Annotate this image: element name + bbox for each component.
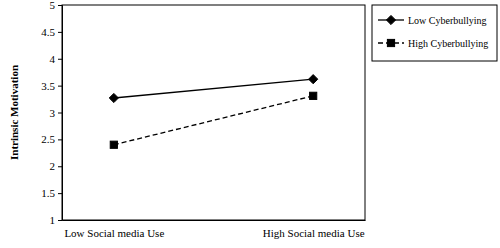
y-tick-mark	[58, 32, 62, 33]
legend-label: Low Cyberbullying	[408, 15, 487, 26]
y-tick: 2	[50, 160, 63, 172]
y-tick: 3.5	[41, 80, 62, 92]
y-tick-mark	[58, 166, 62, 167]
y-axis-line	[58, 6, 63, 221]
legend-label: High Cyberbullying	[408, 38, 488, 49]
y-tick: 4	[50, 53, 63, 65]
x-tick: Low Social media Use	[64, 220, 164, 239]
y-tick-mark	[58, 139, 62, 140]
y-tick-label: 2	[50, 160, 56, 172]
y-tick-label: 4	[50, 53, 56, 65]
y-tick-label: 1.5	[41, 187, 55, 199]
y-axis-title: Intrinsic Motivation	[8, 65, 20, 160]
x-axis-line	[63, 220, 366, 221]
y-tick-label: 5	[50, 0, 56, 11]
legend-marker	[386, 15, 395, 24]
legend-box	[372, 5, 497, 61]
y-tick: 1	[50, 214, 63, 226]
y-tick-mark	[58, 113, 62, 114]
y-tick-mark	[58, 5, 62, 6]
y-tick: 2.5	[41, 133, 62, 145]
legend: Low Cyberbullying High Cyberbullying	[372, 5, 497, 61]
y-tick: 5	[50, 0, 63, 11]
x-axis: Low Social media Use High Social media Us…	[63, 220, 366, 239]
y-tick-label: 3.5	[41, 80, 55, 92]
y-tick-label: 4.5	[41, 26, 55, 38]
y-tick-mark	[58, 193, 62, 194]
y-tick-label: 1	[50, 214, 56, 226]
chart: 1 1.5 2 2.5 3 3.5 4 4.5 5 Low Social media Use Hig…	[0, 0, 500, 248]
y-tick-label: 3	[50, 107, 56, 119]
point	[110, 141, 117, 148]
x-tick-label: High Social media Use	[263, 227, 365, 239]
x-tick-label: Low Social media Use	[64, 227, 164, 239]
y-tick-mark	[58, 86, 62, 87]
legend-marker	[387, 39, 394, 46]
series-area	[109, 75, 318, 149]
y-tick: 1.5	[41, 187, 62, 199]
series-line	[114, 96, 313, 145]
y-tick-label: 2.5	[41, 133, 55, 145]
point	[310, 92, 317, 99]
y-tick: 4.5	[41, 26, 62, 38]
y-tick-mark	[58, 59, 62, 60]
point	[109, 93, 118, 102]
y-axis: 1 1.5 2 2.5 3 3.5 4 4.5 5	[41, 0, 62, 226]
plot-frame	[62, 5, 365, 220]
y-tick-mark	[58, 220, 62, 221]
y-tick: 3	[50, 107, 63, 119]
x-tick: High Social media Use	[263, 220, 365, 239]
point	[309, 75, 318, 84]
series-line	[114, 79, 313, 98]
